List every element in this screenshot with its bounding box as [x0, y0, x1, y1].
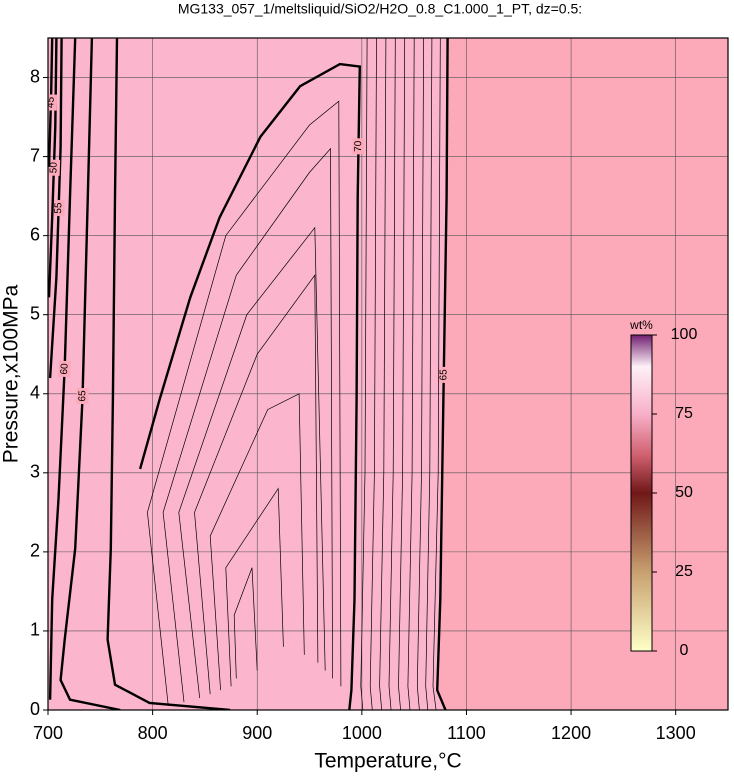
y-tick-label: 0 [30, 699, 40, 719]
x-tick-label: 1200 [551, 723, 591, 743]
colorbar-tick-label: 0 [680, 642, 689, 659]
contour-label-group: 50 [48, 159, 61, 176]
contour-label-bg [58, 360, 72, 378]
contour-line [178, 226, 326, 699]
contour-label-bg [76, 387, 89, 405]
contour-line [225, 487, 284, 687]
contour-line [194, 274, 319, 695]
contour-line [435, 38, 449, 710]
y-tick-label: 1 [30, 620, 40, 640]
y-tick-label: 5 [30, 303, 40, 323]
colorbar-tick-label: 50 [675, 484, 693, 501]
colorbar-tick-label: 25 [675, 563, 693, 580]
contour-label-group: 70 [352, 138, 365, 155]
contour-line [379, 38, 387, 710]
x-tick-label: 800 [138, 723, 168, 743]
contour-line [48, 38, 77, 700]
y-axis-label: Pressure,x100MPa [0, 284, 23, 463]
contour-line [59, 38, 121, 710]
y-tick-label: 2 [30, 541, 40, 561]
x-tick-label: 1300 [656, 723, 696, 743]
y-tick-label: 7 [30, 145, 40, 165]
y-tick-label: 3 [30, 462, 40, 482]
y-tick-label: 4 [30, 383, 40, 403]
contour-label: 50 [48, 162, 59, 174]
contour-label: 65 [438, 369, 449, 381]
contour-label-group: 45 [45, 94, 58, 111]
contour-line [425, 38, 433, 710]
contour-label-bg [52, 199, 65, 217]
contour-line [398, 38, 406, 710]
contour-label-bg [437, 366, 450, 383]
x-tick-label: 1100 [447, 723, 486, 743]
contour-label-bg [48, 159, 61, 176]
contour-label-group: 65 [437, 366, 450, 383]
contour-label-group: 55 [52, 199, 65, 217]
contour-line [416, 38, 424, 710]
contour-label: 60 [59, 363, 71, 375]
y-tick-label: 6 [30, 224, 40, 244]
contour-label-group: 60 [58, 360, 72, 378]
x-tick-label: 900 [242, 723, 272, 743]
contour-label-group: 65 [76, 387, 89, 405]
contour-line [369, 38, 377, 710]
contour-line [162, 147, 333, 703]
inner-region [48, 38, 448, 710]
contour-line [233, 567, 258, 679]
y-tick-label: 8 [30, 66, 40, 86]
contour-line [106, 38, 231, 710]
x-tick-label: 700 [33, 723, 63, 743]
contour-line [360, 38, 368, 710]
contour-label: 70 [353, 140, 364, 152]
colorbar-tick-label: 100 [671, 326, 698, 343]
x-tick-label: 1000 [342, 723, 382, 743]
contour-line [432, 38, 441, 710]
plot-area: 65 70 65 60 55 50 45 [45, 38, 728, 710]
colorbar-tick-label: 75 [675, 405, 693, 422]
contour-line [138, 62, 362, 710]
contour-line [209, 393, 305, 691]
contour-label: 55 [53, 202, 64, 214]
contour-line [388, 38, 396, 710]
contour-line [407, 38, 415, 710]
contour-label-bg [352, 138, 365, 155]
contour-label: 45 [45, 96, 56, 108]
contour-line [147, 100, 342, 707]
contour-label-bg [48, 94, 58, 111]
plot-frame [47, 37, 729, 711]
x-axis-label: Temperature,°C [314, 750, 461, 773]
colorbar-label: wt% [629, 318, 653, 332]
colorbar [630, 334, 653, 652]
chart-title: MG133_057_1/meltsliquid/SiO2/H2O_0.8_C1.… [178, 1, 582, 17]
contour-label: 65 [77, 390, 88, 402]
